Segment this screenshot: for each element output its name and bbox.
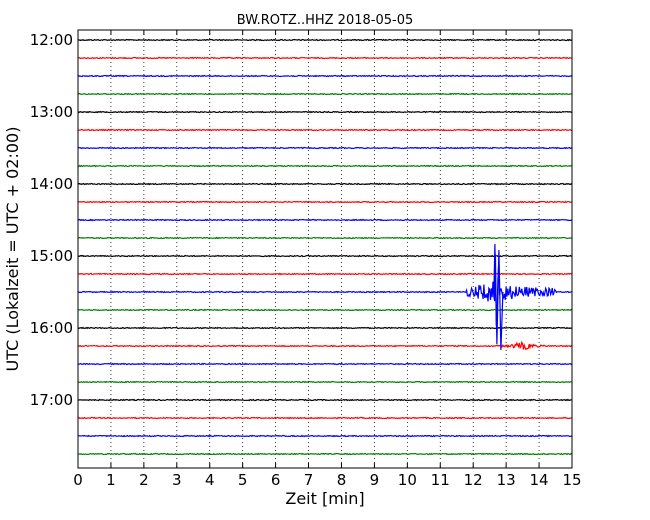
trace-1415 (77, 200, 573, 204)
x-tick-label: 14 (530, 471, 549, 489)
trace-1700 (77, 398, 573, 402)
trace-1745 (77, 452, 573, 456)
y-tick-label: 14:00 (30, 175, 73, 193)
x-tick-label: 6 (271, 471, 281, 489)
x-tick-label: 2 (139, 471, 149, 489)
trace-1645 (77, 380, 573, 384)
trace-1345 (77, 164, 573, 168)
x-tick-label: 3 (172, 471, 182, 489)
x-tick-label: 11 (431, 471, 450, 489)
trace-group (77, 38, 573, 456)
y-tick-label: 17:00 (30, 391, 73, 409)
trace-1330 (77, 146, 573, 150)
y-axis-label: UTC (Lokalzeit = UTC + 02:00) (3, 127, 22, 372)
trace-1545 (77, 308, 573, 312)
trace-1445 (77, 236, 573, 240)
x-tick-label: 4 (205, 471, 215, 489)
x-tick-label: 8 (337, 471, 347, 489)
trace-1230 (77, 74, 573, 78)
trace-1615 (77, 340, 573, 351)
chart-title: BW.ROTZ..HHZ 2018-05-05 (237, 13, 413, 28)
x-tick-label: 1 (106, 471, 116, 489)
y-tick-label: 12:00 (30, 31, 73, 49)
x-tick-label: 7 (304, 471, 314, 489)
trace-1715 (77, 416, 573, 420)
y-axis-ticks: 12:00 13:00 14:00 15:00 16:00 17:00 (30, 31, 572, 409)
y-tick-label: 13:00 (30, 103, 73, 121)
x-tick-label: 5 (238, 471, 248, 489)
plot-frame (77, 29, 573, 469)
trace-1430 (77, 218, 573, 222)
x-tick-label: 10 (398, 471, 417, 489)
x-axis-ticks: 0 1 2 3 4 5 6 7 8 9 10 11 12 13 14 15 (73, 30, 582, 489)
trace-1245 (77, 92, 573, 96)
x-axis-label: Zeit [min] (285, 489, 364, 508)
x-tick-label: 12 (464, 471, 483, 489)
trace-1200 (77, 38, 573, 42)
trace-1400 (77, 182, 573, 186)
trace-1300 (77, 110, 573, 114)
trace-1730 (77, 434, 573, 438)
vertical-grid (110, 30, 540, 468)
trace-1530 (77, 254, 573, 326)
x-tick-label: 0 (73, 471, 83, 489)
y-tick-label: 15:00 (30, 247, 73, 265)
trace-1215 (77, 56, 573, 60)
x-tick-label: 15 (562, 471, 581, 489)
y-tick-label: 16:00 (30, 319, 73, 337)
trace-1515 (77, 272, 573, 276)
trace-1315 (77, 128, 573, 132)
event-spike (493, 243, 504, 351)
trace-1600 (77, 326, 573, 330)
x-tick-label: 9 (370, 471, 380, 489)
trace-1630 (77, 362, 573, 366)
x-tick-label: 13 (497, 471, 516, 489)
trace-1500 (77, 254, 573, 258)
